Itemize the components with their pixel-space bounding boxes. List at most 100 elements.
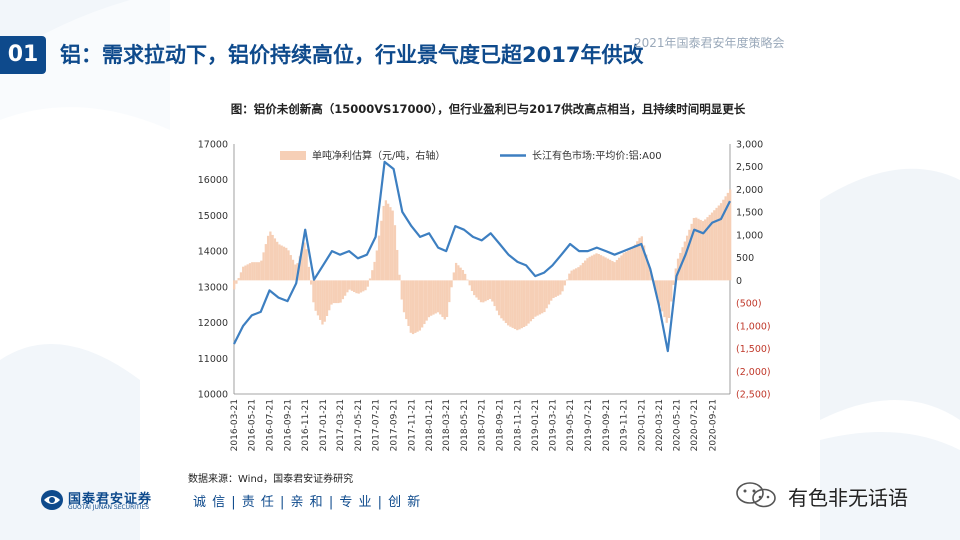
- profit-bar: [688, 229, 691, 281]
- profit-bar: [486, 280, 489, 301]
- profit-bar: [706, 217, 709, 281]
- profit-bar: [577, 267, 580, 281]
- profit-bar: [497, 280, 501, 316]
- logo-mark-icon: [41, 490, 63, 510]
- profit-bar: [307, 266, 311, 281]
- x-tick-label: 2016-09-21: [283, 399, 293, 451]
- profit-bar: [373, 261, 376, 281]
- profit-bar: [479, 280, 483, 303]
- profit-bar: [649, 272, 653, 281]
- legend-label-price: 长江有色市场:平均价:铝:A00: [532, 149, 662, 162]
- profit-bar: [355, 280, 358, 294]
- profit-bar: [495, 280, 499, 311]
- y2-tick-label: (500): [736, 299, 762, 310]
- profit-bar: [312, 280, 315, 303]
- profit-bar: [516, 280, 519, 331]
- profit-bar: [477, 280, 480, 300]
- profit-bar: [325, 280, 329, 317]
- profit-bar: [509, 280, 512, 327]
- x-tick-label: 2019-09-21: [602, 399, 612, 451]
- profit-bar: [599, 255, 603, 281]
- profit-bar: [346, 280, 349, 293]
- y2-tick-label: 1,000: [736, 230, 763, 241]
- profit-bar: [581, 262, 585, 281]
- profit-bar: [430, 280, 433, 316]
- profit-bar: [661, 280, 664, 312]
- profit-bar: [316, 280, 320, 316]
- profit-bar: [448, 280, 451, 303]
- profit-bar: [418, 280, 422, 331]
- profit-bar: [291, 259, 295, 281]
- profit-bar: [321, 280, 324, 325]
- profit-bar: [529, 280, 532, 322]
- profit-bar: [235, 280, 238, 284]
- profit-bar: [701, 221, 705, 281]
- profit-bar: [726, 192, 730, 281]
- profit-bar: [683, 241, 687, 281]
- legend-swatch-profit: [280, 151, 306, 160]
- y2-tick-label: 3,000: [736, 140, 763, 151]
- profit-bar: [604, 257, 607, 281]
- profit-bar: [618, 257, 621, 281]
- profit-bar: [547, 280, 551, 305]
- profit-bar: [314, 280, 317, 311]
- profit-bar: [638, 237, 641, 281]
- profit-bar: [590, 255, 594, 281]
- profit-bar: [507, 280, 510, 326]
- profit-bar: [246, 264, 249, 281]
- profit-bar: [670, 280, 673, 302]
- profit-bar: [640, 236, 643, 281]
- y-tick-label: 10000: [198, 390, 228, 401]
- section-badge: 01: [0, 36, 46, 74]
- profit-bar: [593, 254, 596, 281]
- profit-bar: [654, 280, 657, 290]
- profit-bar: [457, 265, 460, 281]
- profit-bar: [319, 280, 322, 320]
- profit-bar: [491, 280, 494, 302]
- profit-bar: [443, 280, 446, 320]
- profit-bar: [473, 280, 476, 296]
- profit-bar: [627, 250, 630, 281]
- profit-bar: [332, 280, 335, 304]
- profit-bar: [545, 280, 548, 309]
- profit-bar: [248, 263, 252, 281]
- profit-bar: [380, 220, 383, 281]
- y-tick-label: 12000: [198, 318, 228, 329]
- profit-bar: [337, 280, 340, 304]
- profit-bar: [613, 262, 616, 281]
- x-tick-label: 2020-07-21: [690, 399, 700, 451]
- profit-bar: [287, 250, 290, 281]
- y2-tick-label: (1,000): [736, 321, 771, 332]
- x-tick-label: 2017-05-21: [354, 399, 364, 451]
- company-logo: 国泰君安证券 GUOTAI JUNAN SECURITIES: [40, 487, 180, 513]
- profit-bar: [525, 280, 528, 326]
- profit-bar: [658, 280, 662, 306]
- profit-bar: [484, 280, 487, 302]
- profit-bar: [411, 280, 415, 335]
- profit-bar: [294, 264, 297, 281]
- profit-bar: [289, 255, 292, 281]
- profit-bar: [534, 280, 537, 317]
- profit-bar: [527, 280, 530, 324]
- conference-name: 2021年国泰君安年度策略会: [634, 36, 785, 50]
- x-tick-label: 2020-05-21: [673, 399, 683, 451]
- profit-bar: [615, 259, 619, 281]
- profit-bar: [366, 280, 369, 287]
- profit-bar: [568, 273, 571, 281]
- profit-bar: [389, 207, 392, 281]
- profit-bar: [242, 266, 245, 281]
- profit-bar: [391, 210, 394, 281]
- x-tick-label: 2017-01-21: [319, 399, 329, 451]
- logo-text-en: GUOTAI JUNAN SECURITIES: [68, 504, 150, 511]
- profit-bar: [359, 280, 363, 293]
- profit-bar: [565, 279, 569, 281]
- profit-bar: [260, 260, 263, 281]
- profit-bar: [665, 280, 668, 323]
- profit-bar: [273, 238, 277, 281]
- profit-bar: [620, 255, 623, 281]
- profit-bar: [464, 273, 467, 281]
- profit-bar: [398, 274, 401, 281]
- profit-bar: [434, 280, 437, 314]
- x-tick-label: 2019-11-21: [620, 399, 630, 451]
